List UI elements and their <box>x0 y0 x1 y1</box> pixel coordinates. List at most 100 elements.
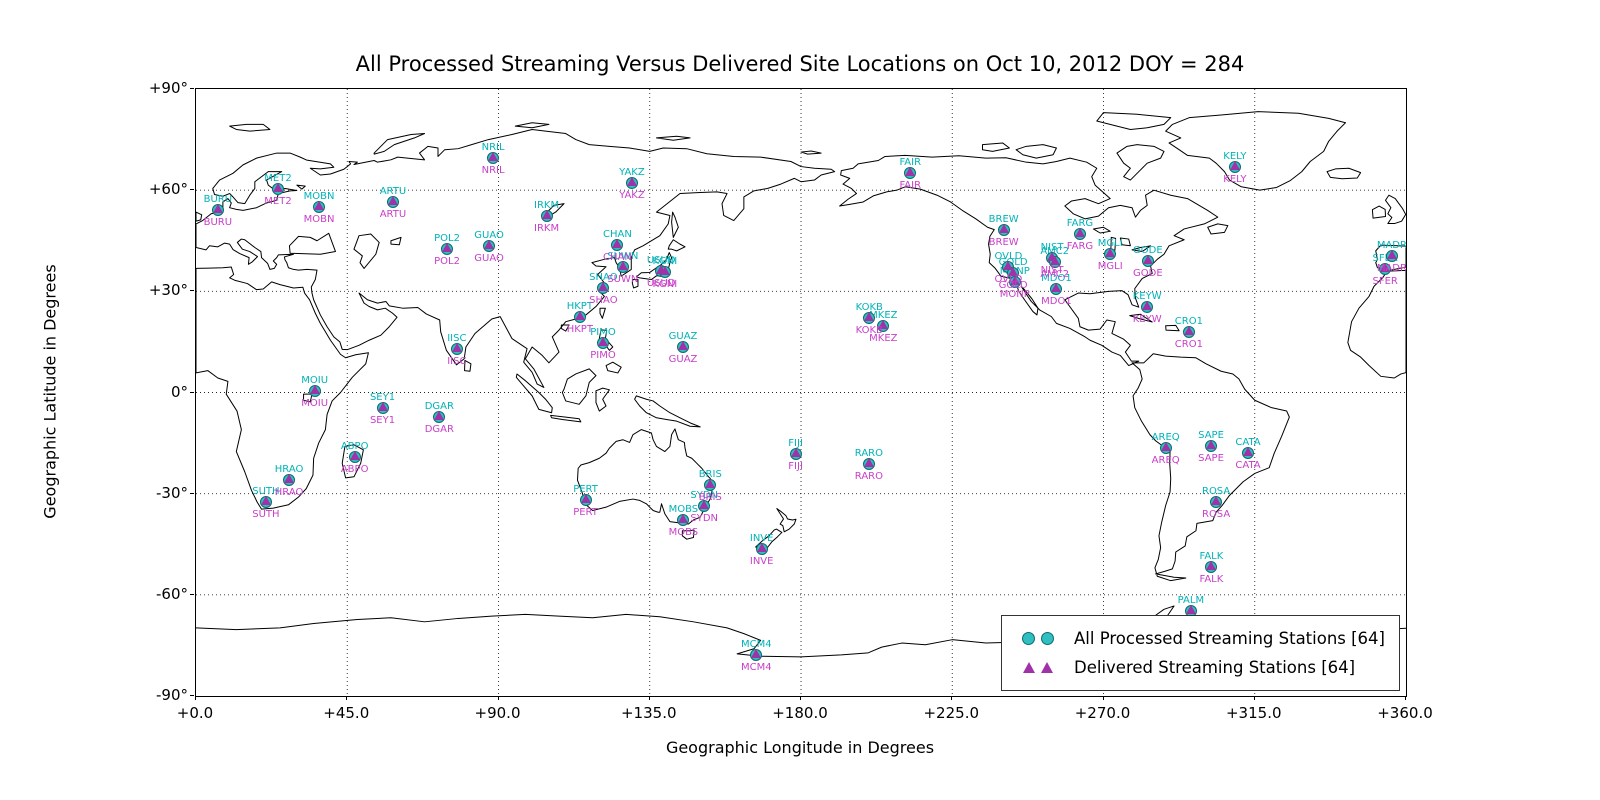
delivered-station-marker-icon <box>1105 248 1116 258</box>
delivered-station-marker-icon <box>998 224 1009 234</box>
station-label-delivered: MOBN <box>303 213 335 225</box>
station-label-processed: SUTH <box>252 485 280 497</box>
station-label-processed: KOKB <box>855 301 883 313</box>
delivered-legend-marker-icon <box>1041 662 1053 673</box>
x-tick-mark <box>1102 696 1104 700</box>
station-label-delivered: USUD <box>646 277 676 289</box>
delivered-station-marker-icon <box>451 342 462 352</box>
station-label-delivered: MOBS <box>668 526 699 538</box>
station-label-processed: GUAO <box>474 229 504 241</box>
legend: All Processed Streaming Stations [64] De… <box>1001 615 1400 691</box>
delivered-station-marker-icon <box>1229 160 1240 170</box>
station-label-delivered: IRKM <box>534 223 560 235</box>
station-label-processed: MKEZ <box>869 309 898 321</box>
delivered-station-marker-icon <box>1185 605 1196 615</box>
delivered-station-marker-icon <box>284 473 295 483</box>
station-label-delivered: FARG <box>1066 241 1094 253</box>
x-tick-mark <box>648 696 650 700</box>
station-label-delivered: MADR <box>1376 263 1407 275</box>
x-tick-mark <box>1253 696 1255 700</box>
station-label-delivered: SFER <box>1372 276 1398 288</box>
station-label-delivered: GUAO <box>474 252 504 264</box>
x-tick-label: +225.0 <box>923 704 980 722</box>
coastlines <box>196 112 1406 657</box>
station-label-delivered: ARTU <box>379 209 407 221</box>
delivered-station-marker-icon <box>1183 326 1194 336</box>
station-label-delivered: CATA <box>1235 460 1261 472</box>
station-label-delivered: AMC2 <box>1040 268 1070 280</box>
delivered-station-marker-icon <box>1211 496 1222 506</box>
station-label-processed: MOBN <box>303 190 335 202</box>
delivered-station-marker-icon <box>574 311 585 321</box>
station-label-processed: MET2 <box>264 173 292 185</box>
delivered-station-marker-icon <box>598 337 609 347</box>
delivered-station-marker-icon <box>212 204 223 214</box>
station-label-delivered: FAIR <box>899 180 922 192</box>
station-label-delivered: BURU <box>203 217 233 229</box>
delivered-station-marker-icon <box>314 200 325 210</box>
delivered-station-marker-icon <box>1380 263 1391 273</box>
legend-item-processed: All Processed Streaming Stations [64] <box>1012 624 1385 653</box>
station-label-delivered: MDO1 <box>1041 295 1072 307</box>
y-tick-label: -90° <box>156 686 188 704</box>
y-axis-label: Geographic Latitude in Degrees <box>40 264 60 519</box>
station-label-processed: SYDN <box>690 490 719 502</box>
station-label-processed: RARO <box>854 447 883 459</box>
station-label-processed: HRAO <box>274 463 304 475</box>
station-label-delivered: RARO <box>854 470 883 482</box>
station-label-delivered: ROSA <box>1201 509 1231 521</box>
station-label-delivered: HRAO <box>274 486 304 498</box>
legend-label-delivered: Delivered Streaming Stations [64] <box>1074 658 1356 677</box>
station-label-delivered: MGLI <box>1097 261 1123 273</box>
x-tick-label: +135.0 <box>620 704 677 722</box>
y-tick-mark <box>190 391 194 393</box>
delivered-station-marker-icon <box>1051 282 1062 292</box>
station-label-processed: PERT <box>573 483 598 495</box>
delivered-station-marker-icon <box>349 450 360 460</box>
y-tick-label: +90° <box>148 79 188 97</box>
delivered-station-marker-icon <box>1142 300 1153 310</box>
station-label-processed: BRIS <box>698 469 722 481</box>
world-coastline-map <box>196 89 1406 696</box>
station-label-delivered: GUAZ <box>668 353 698 365</box>
grid-lines <box>196 89 1406 696</box>
x-tick-label: +45.0 <box>323 704 370 722</box>
station-label-processed: KGNI <box>652 256 678 268</box>
station-label-processed: MOBS <box>668 503 699 515</box>
station-label-delivered: YAKZ <box>619 190 645 202</box>
delivered-station-marker-icon <box>1074 228 1085 238</box>
station-label-processed: GUAZ <box>668 330 698 342</box>
station-label-delivered: DGAR <box>424 424 454 436</box>
delivered-station-marker-icon <box>442 242 453 252</box>
station-label-processed: YAKZ <box>619 167 645 179</box>
station-label-processed: KELY <box>1223 150 1247 162</box>
station-label-delivered: NRIL <box>481 165 505 177</box>
station-label-processed: HKPT <box>566 301 593 313</box>
station-label-delivered: HKPT <box>566 324 593 336</box>
station-label-processed: INVE <box>749 532 774 544</box>
legend-label-processed: All Processed Streaming Stations [64] <box>1074 629 1385 648</box>
station-label-delivered: BREW <box>988 237 1019 249</box>
delivered-station-marker-icon <box>1386 250 1397 260</box>
plot-area: BURU BURU MET2 MET2 MOBN MOBN ARTU ARTU NRIL NRIL… <box>195 88 1407 697</box>
x-tick-mark <box>195 696 196 700</box>
x-tick-label: +315.0 <box>1225 704 1282 722</box>
station-label-processed: SHAO <box>589 271 618 283</box>
station-label-processed: PALM <box>1177 595 1205 607</box>
station-label-delivered: IISC <box>447 355 467 367</box>
station-label-delivered: MET2 <box>264 196 292 208</box>
x-tick-label: +360.0 <box>1377 704 1433 722</box>
station-label-delivered: NIST <box>1040 264 1064 276</box>
station-label-delivered: GOLD <box>998 280 1028 292</box>
delivered-station-marker-icon <box>484 239 495 249</box>
x-tick-label: +90.0 <box>474 704 521 722</box>
station-label-delivered: KELY <box>1223 173 1247 185</box>
y-tick-label: -30° <box>156 483 188 502</box>
y-tick-mark <box>190 593 194 595</box>
station-label-processed: AMC2 <box>1040 245 1070 257</box>
delivered-station-marker-icon <box>377 402 388 412</box>
delivered-station-marker-icon <box>260 495 271 505</box>
delivered-station-marker-icon <box>705 479 716 489</box>
station-label-delivered: SEY1 <box>369 415 396 427</box>
